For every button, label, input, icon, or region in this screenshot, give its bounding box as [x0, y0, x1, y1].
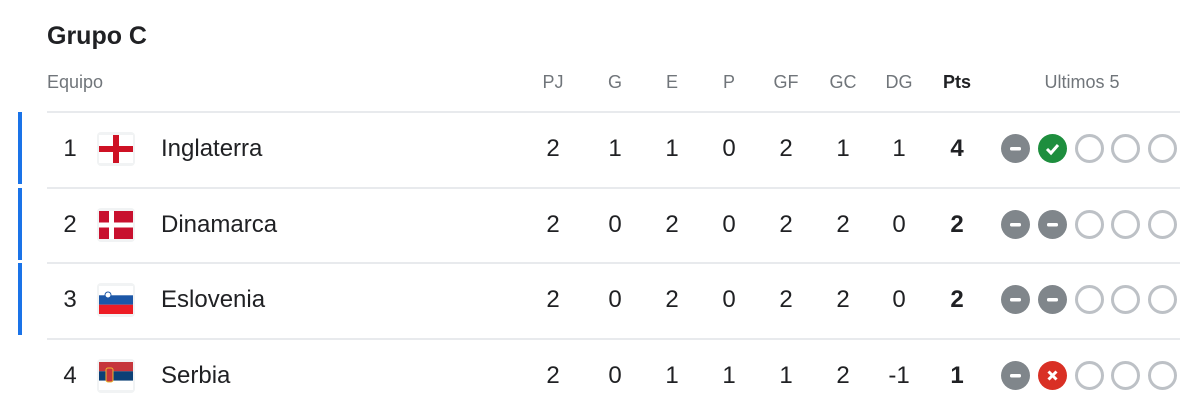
no-result-icon: [1148, 285, 1178, 314]
stat-gf: 2: [779, 286, 793, 313]
no-result-icon: [1148, 134, 1178, 163]
stat-p: 0: [722, 210, 736, 238]
stat-dg: 1: [892, 135, 906, 162]
england-flag-icon: [97, 132, 135, 166]
header-pj: PJ: [542, 72, 564, 92]
no-result-icon: [1074, 134, 1104, 163]
stat-pts: 2: [950, 210, 964, 238]
stat-gc: 2: [836, 286, 850, 313]
draw-icon[interactable]: [1001, 360, 1030, 390]
header-gf: GF: [773, 72, 799, 92]
row-divider: [47, 111, 1180, 113]
stat-dg: -1: [888, 361, 910, 389]
no-result-icon: [1074, 285, 1104, 314]
stat-gc: 1: [836, 135, 850, 162]
rank: 3: [63, 286, 77, 313]
qualification-indicator: [18, 263, 22, 335]
stat-gc: 2: [836, 361, 850, 389]
rank: 2: [63, 210, 77, 238]
stat-e: 1: [665, 361, 679, 389]
draw-icon[interactable]: [1001, 134, 1030, 163]
stat-p: 1: [722, 361, 736, 389]
stat-pts: 1: [950, 361, 964, 389]
header-p: P: [722, 72, 736, 92]
header-last5: Ultimos 5: [1044, 72, 1120, 92]
no-result-icon: [1111, 285, 1141, 314]
stat-p: 0: [722, 286, 736, 313]
team-name[interactable]: Inglaterra: [161, 135, 263, 162]
stat-pj: 2: [546, 361, 560, 389]
stat-g: 0: [608, 210, 622, 238]
header-g: G: [607, 72, 623, 92]
draw-icon[interactable]: [1037, 285, 1067, 314]
no-result-icon: [1111, 209, 1141, 239]
stat-gf: 2: [779, 135, 793, 162]
slovenia-flag-icon: [97, 283, 135, 317]
table-row[interactable]: 2 Dinamarca 2 0 2 0 2 2 0 2: [0, 186, 1200, 262]
stat-pj: 2: [546, 210, 560, 238]
stat-gc: 2: [836, 210, 850, 238]
rank: 1: [63, 135, 77, 162]
stat-dg: 0: [892, 286, 906, 313]
stat-e: 2: [665, 286, 679, 313]
stat-e: 1: [665, 135, 679, 162]
rank: 4: [63, 361, 77, 389]
no-result-icon: [1111, 134, 1141, 163]
stat-gf: 1: [779, 361, 793, 389]
draw-icon[interactable]: [1001, 209, 1030, 239]
stat-pj: 2: [546, 135, 560, 162]
stat-dg: 0: [892, 210, 906, 238]
stat-pj: 2: [546, 286, 560, 313]
row-divider: [47, 337, 1180, 340]
no-result-icon: [1074, 360, 1104, 390]
loss-icon[interactable]: [1037, 360, 1067, 390]
header-e: E: [665, 72, 679, 92]
team-name[interactable]: Dinamarca: [161, 210, 278, 238]
no-result-icon: [1074, 209, 1104, 239]
stat-p: 0: [722, 135, 736, 162]
stat-g: 0: [608, 361, 622, 389]
stat-pts: 2: [950, 286, 964, 313]
header-dg: DG: [885, 72, 913, 92]
stat-pts: 4: [950, 135, 964, 162]
team-name[interactable]: Serbia: [161, 361, 231, 389]
table-row[interactable]: 4 Serbia 2 0 1 1 1 2 -1 1: [0, 337, 1200, 413]
team-name[interactable]: Eslovenia: [161, 286, 266, 313]
qualification-indicator: [18, 112, 22, 184]
stat-gf: 2: [779, 210, 793, 238]
no-result-icon: [1148, 360, 1178, 390]
denmark-flag-icon: [97, 207, 135, 242]
group-title: Grupo C: [47, 22, 147, 50]
header-gc: GC: [829, 72, 857, 92]
table-row[interactable]: 1 Inglaterra 2 1 1 0 2 1 1 4: [0, 111, 1200, 186]
table-row[interactable]: 3 Eslovenia 2 0 2 0 2 2 0 2: [0, 262, 1200, 337]
stat-g: 1: [608, 135, 622, 162]
no-result-icon: [1148, 209, 1178, 239]
draw-icon[interactable]: [1001, 285, 1030, 314]
stat-g: 0: [608, 286, 622, 313]
header-team: Equipo: [47, 72, 104, 92]
header-pts: Pts: [942, 72, 972, 92]
qualification-indicator: [18, 187, 22, 260]
row-divider: [47, 186, 1180, 189]
draw-icon[interactable]: [1037, 209, 1067, 239]
win-icon[interactable]: [1037, 134, 1067, 163]
stat-e: 2: [665, 210, 679, 238]
serbia-flag-icon: [97, 358, 135, 393]
no-result-icon: [1111, 360, 1141, 390]
row-divider: [47, 262, 1180, 264]
